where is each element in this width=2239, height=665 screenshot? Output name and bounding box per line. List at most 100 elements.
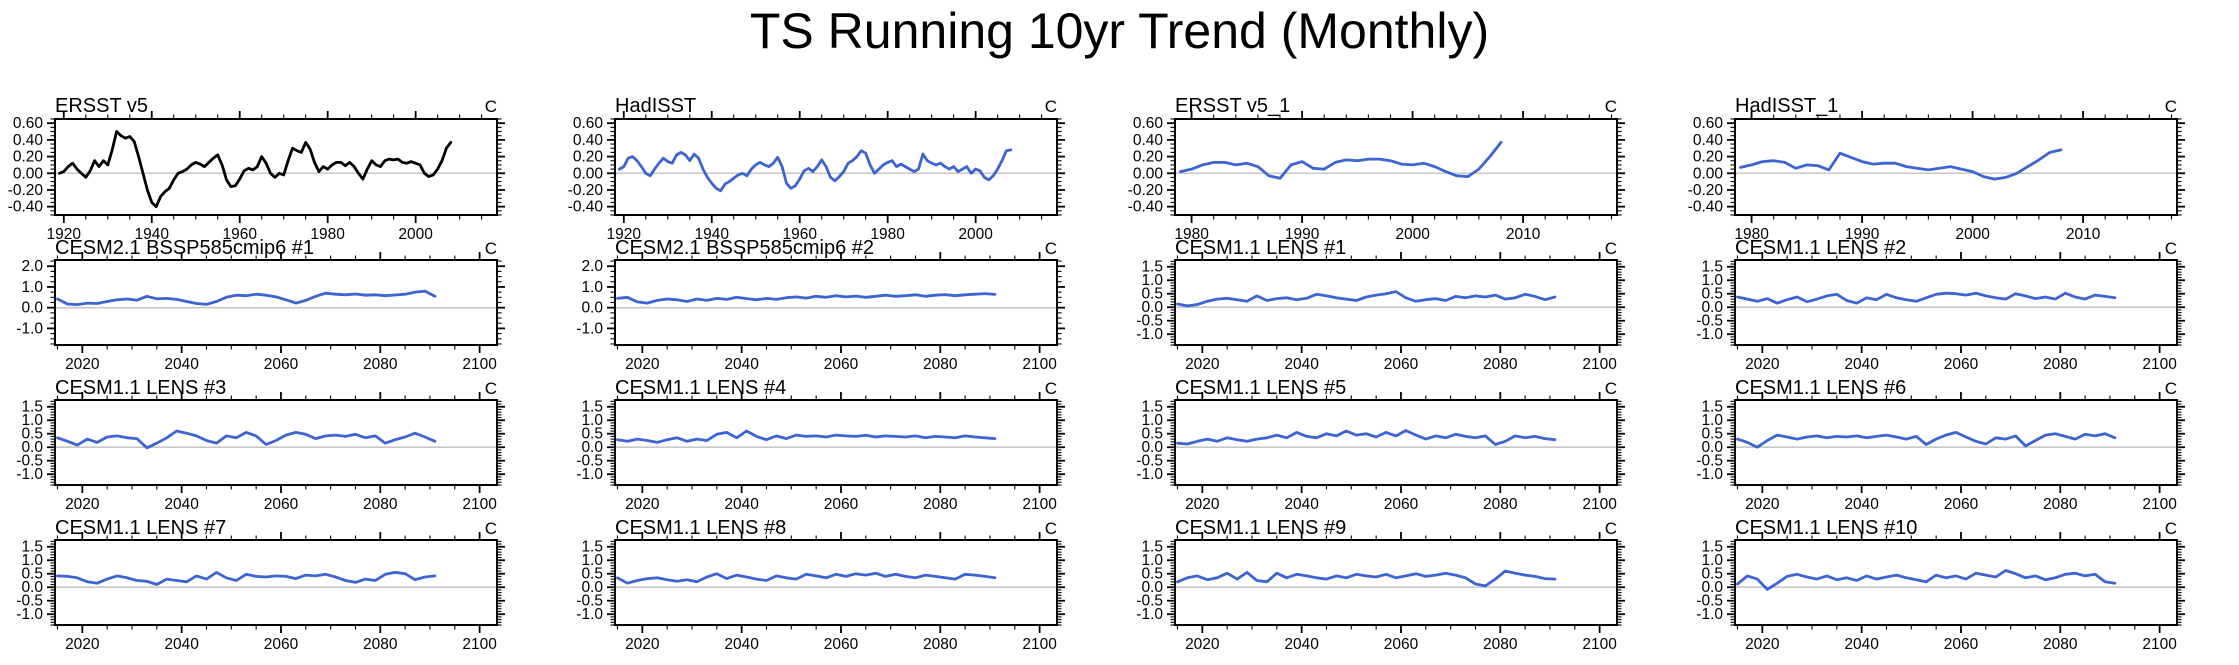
y-tick-label: -0.5: [16, 453, 43, 470]
chart-panel-1: 1920 1940 1960 1980 2000 0.600.400.200.00-0.2…: [8, 95, 505, 240]
x-tick-label: 2100: [462, 496, 497, 510]
x-tick-label: 1980: [310, 226, 345, 240]
x-tick-label: 2000: [398, 226, 433, 240]
y-tick-label: 1.5: [581, 539, 603, 556]
chart-panel-10: 2020 2040 2060 2080 2100 1.51.00.50.0-0.5-1.0…: [576, 377, 1065, 510]
plot-frame: [1174, 399, 1618, 486]
panel-title: CESM1.1 LENS #5: [1175, 377, 1346, 399]
y-tick-label: 1.0: [21, 279, 43, 296]
y-tick-label: 0.20: [573, 149, 604, 166]
data-line: [616, 429, 997, 444]
chart-panel-15: 2020 2040 2060 2080 2100 1.51.00.50.0-0.5-1.0…: [1136, 517, 1625, 653]
y-tick-label: 0.40: [13, 132, 44, 149]
plot-frame: [1734, 399, 2178, 486]
y-tick-label: -1.0: [576, 606, 603, 623]
x-tick-label: 2060: [1944, 356, 1979, 370]
y-tick-label: -0.5: [16, 593, 43, 610]
chart-panel-9: 2020 2040 2060 2080 2100 1.51.00.50.0-0.5-1.0…: [16, 377, 505, 510]
unit-label: C: [1605, 239, 1617, 258]
y-tick-label: 1.5: [1141, 259, 1163, 276]
y-tick-label: -1.0: [576, 320, 603, 337]
x-tick-label: 1940: [135, 226, 170, 240]
panel-title: ERSST v5_1: [1175, 95, 1290, 117]
plot-frame: [54, 118, 498, 216]
plot-frame: [1734, 259, 2178, 346]
y-tick-label: -1.0: [16, 606, 43, 623]
x-tick-label: 1980: [1174, 226, 1209, 240]
x-tick-label: 2100: [2142, 356, 2177, 370]
x-tick-label: 2060: [264, 496, 299, 510]
x-tick-label: 2080: [2043, 356, 2078, 370]
data-line: [616, 292, 997, 305]
x-tick-label: 2020: [65, 636, 100, 653]
y-tick-label: -0.5: [576, 453, 603, 470]
x-tick-label: 2000: [1955, 226, 1990, 240]
chart-panel-7: 2020 2040 2060 2080 2100 1.51.00.50.0-0.5-1.0…: [1136, 237, 1625, 370]
y-tick-label: 0.5: [1701, 566, 1723, 583]
plot-frame: [1174, 539, 1618, 626]
unit-label: C: [485, 239, 497, 258]
unit-label: C: [1045, 239, 1057, 258]
plot-frame: [1734, 539, 2178, 626]
data-line: [1736, 569, 2117, 591]
tick-marks: [47, 532, 505, 633]
y-tick-label: -1.0: [1136, 326, 1163, 343]
x-tick-label: 2100: [1582, 496, 1617, 510]
plot-frame: [614, 399, 1058, 486]
tick-marks: [1727, 111, 2185, 223]
x-tick-label: 2040: [164, 356, 199, 370]
y-tick-label: 1.0: [1701, 412, 1723, 429]
x-tick-label: 1980: [870, 226, 905, 240]
chart-panel-14: 2020 2040 2060 2080 2100 1.51.00.50.0-0.5-1.0…: [576, 517, 1065, 653]
chart-panel-13: 2020 2040 2060 2080 2100 1.51.00.50.0-0.5-1.0…: [16, 517, 505, 653]
x-tick-label: 2060: [1384, 356, 1419, 370]
unit-label: C: [1605, 97, 1617, 116]
x-tick-label: 2100: [462, 636, 497, 653]
tick-marks: [607, 111, 1065, 223]
y-tick-label: 0.0: [21, 300, 43, 317]
data-line: [56, 289, 437, 306]
panel-title: CESM1.1 LENS #4: [615, 377, 786, 399]
y-tick-label: 0.60: [573, 115, 604, 132]
tick-marks: [1727, 392, 2185, 493]
x-tick-label: 2040: [724, 496, 759, 510]
y-tick-label: -0.40: [1128, 199, 1164, 216]
y-tick-label: 0.00: [13, 165, 44, 182]
x-tick-label: 2060: [824, 636, 859, 653]
x-tick-label: 2020: [625, 496, 660, 510]
y-tick-label: -0.20: [568, 182, 604, 199]
plot-frame: [54, 259, 498, 346]
tick-marks: [1727, 532, 2185, 633]
x-tick-label: 2020: [1745, 496, 1780, 510]
y-tick-label: 1.0: [581, 412, 603, 429]
y-tick-label: -1.0: [16, 320, 43, 337]
x-tick-label: 2060: [1384, 496, 1419, 510]
y-tick-label: -0.40: [568, 199, 604, 216]
x-tick-label: 2080: [923, 496, 958, 510]
x-tick-label: 2010: [2066, 226, 2101, 240]
x-tick-label: 2040: [1844, 636, 1879, 653]
y-tick-label: 2.0: [581, 258, 603, 275]
y-tick-label: 2.0: [21, 258, 43, 275]
x-tick-label: 1960: [222, 226, 257, 240]
unit-label: C: [2165, 239, 2177, 258]
x-tick-label: 2060: [824, 356, 859, 370]
y-tick-label: -1.0: [576, 466, 603, 483]
x-tick-label: 2100: [2142, 496, 2177, 510]
plot-frame: [614, 259, 1058, 346]
x-tick-label: 2040: [1284, 636, 1319, 653]
y-tick-label: 0.40: [1133, 132, 1164, 149]
x-tick-label: 2100: [1022, 356, 1057, 370]
x-tick-label: 2080: [923, 356, 958, 370]
unit-label: C: [485, 519, 497, 538]
y-tick-label: 0.0: [1701, 579, 1723, 596]
x-tick-label: 2080: [363, 636, 398, 653]
x-tick-label: 2040: [1844, 496, 1879, 510]
y-tick-label: 1.0: [1141, 272, 1163, 289]
y-tick-label: 1.0: [581, 552, 603, 569]
x-tick-label: 2020: [1745, 636, 1780, 653]
tick-marks: [1167, 252, 1625, 353]
y-tick-label: 0.0: [1701, 439, 1723, 456]
x-tick-label: 2040: [724, 636, 759, 653]
y-tick-label: 0.20: [1693, 149, 1724, 166]
